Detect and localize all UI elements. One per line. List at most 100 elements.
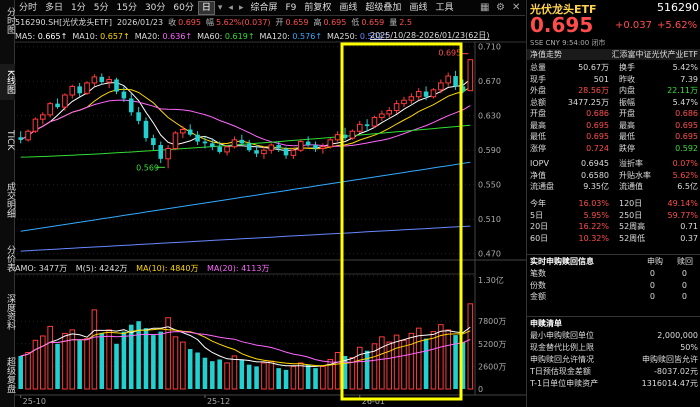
close-value: 0.695 (178, 18, 201, 27)
stat-label: 内盘 (619, 86, 635, 95)
forward-adjust-button[interactable]: 前复权 (304, 2, 332, 13)
volume-bar (276, 368, 281, 389)
high-label: 高 (313, 18, 322, 27)
candle-body (349, 130, 356, 139)
volume-bar (254, 366, 259, 389)
stat-value: 50.67万 (578, 63, 609, 72)
sub-redeem-row: 金额 0 0 (527, 291, 700, 303)
stat2-value: 5.62% (672, 170, 698, 180)
candle-body (430, 89, 437, 98)
gear-icon[interactable]: ⚙ (496, 2, 505, 13)
sub-redeem-cell: 0 (649, 280, 655, 290)
candle-body (254, 150, 259, 154)
candle-body (128, 98, 134, 113)
volume-bar (430, 331, 437, 390)
period-day[interactable]: 日 (197, 0, 215, 15)
stat-label: 最低 (619, 132, 635, 141)
fund-header[interactable]: 净值走势 汇添富中证光伏产业ETF (527, 49, 700, 60)
stat2-label: 流通盘 (530, 182, 554, 191)
candle-body (467, 59, 474, 92)
stat2-label: 净值 (530, 170, 546, 180)
tab-intraday[interactable]: 分时图 (5, 6, 15, 34)
candle-body (180, 129, 186, 134)
amo-value: 3477万 (38, 264, 68, 273)
date-tick-label: 25-12 (207, 397, 230, 406)
tab-kline[interactable]: K线图 (0, 64, 15, 100)
volume-bar (239, 359, 245, 389)
volume-bar (77, 340, 82, 389)
period-1min[interactable]: 1分 (71, 2, 86, 13)
candle-body (136, 112, 141, 121)
price-tick-label: 0.470 (478, 250, 501, 259)
candle-body (371, 116, 378, 127)
tab-trade-detail[interactable]: 成交明细 (5, 182, 15, 218)
candle-body (283, 148, 289, 156)
period-30min[interactable]: 30分 (144, 2, 166, 13)
period-15min[interactable]: 15分 (116, 2, 137, 13)
redeem-list-label: 最小申购赎回单位 (530, 331, 594, 340)
sub-redeem-cell: 份数 (530, 280, 546, 290)
super-overlay-button[interactable]: 超级叠加 (365, 2, 402, 13)
ma60-line (20, 124, 471, 158)
vol-tick-label: 0 (478, 385, 483, 394)
candle-body (415, 91, 422, 98)
tab-tick[interactable]: TICK (5, 129, 15, 151)
ma-legend-ma250: MA250: 0.502↑ (327, 31, 390, 41)
date-range[interactable]: 2025/10/28-2026/01/23(62日) (370, 31, 490, 40)
volume-bar (371, 343, 378, 390)
candle-body (151, 138, 156, 146)
candle-body (320, 146, 326, 149)
period-5min[interactable]: 5分 (93, 2, 109, 13)
grid-icon[interactable]: ▦ (480, 2, 490, 13)
stat-label: 最高 (530, 120, 546, 130)
volume-bar (84, 338, 90, 390)
quote-side-panel: 光伏龙头ETF 516290 0.695 +0.037 +5.62% SSE C… (526, 0, 700, 407)
draw-line-button[interactable]: 画线 (339, 2, 358, 13)
stat-label: 涨停 (530, 143, 546, 153)
candle-body (165, 147, 171, 160)
chevron-down-icon[interactable]: ▾ (217, 2, 223, 13)
sub-redeem-row: 份数 0 0 (527, 280, 700, 292)
tab-super-review[interactable]: 超级复盘 (5, 357, 15, 393)
period-60min[interactable]: 60分 (173, 2, 194, 13)
amo-label: AMO (15, 264, 34, 273)
kline-chart[interactable]: 0.710 0.670 0.630 0.590 0.550 0.510 0.470 1.30亿… (0, 0, 526, 407)
arrow-left-icon[interactable]: ◂ (228, 2, 233, 13)
volume-bar (158, 331, 164, 389)
sub-col-header: 申购 (647, 257, 663, 266)
vol-tick-label: 5200万 (478, 340, 506, 349)
candle-body (342, 134, 348, 139)
composite-screen-button[interactable]: 综合屏 (250, 2, 278, 13)
tab-price-table[interactable]: 分价表 (5, 244, 15, 272)
arrow-right-icon[interactable]: ▸ (238, 2, 244, 13)
period-multiday[interactable]: 多日 (45, 2, 64, 13)
stat-value: 7.39 (680, 74, 698, 84)
sub-redeem-cell: 笔数 (530, 269, 546, 278)
volume-bar (408, 332, 415, 390)
stat-row: 最高 0.695 最高 0.695 (527, 120, 700, 132)
market-status: SSE CNY 9:54:00 闭市 (530, 39, 606, 47)
draw-line-button-2[interactable]: 画线 (409, 2, 428, 13)
candle-body (40, 114, 46, 120)
close-icon[interactable]: ✕ (512, 2, 521, 13)
stat-row: 总额 3477.25万 振幅 5.47% (527, 97, 700, 109)
volume-bar (47, 325, 53, 390)
redeem-list-label: T日预估现金差额 (530, 367, 591, 376)
tools-button[interactable]: 工具 (435, 2, 454, 13)
volume-bar (69, 329, 76, 390)
candle-body (297, 141, 304, 151)
candle-body (276, 145, 281, 149)
stat-label: 振幅 (619, 97, 635, 107)
candle-body (121, 91, 127, 99)
candle-body (438, 82, 444, 91)
period-intraday[interactable]: 分时 (19, 2, 38, 13)
tab-deep-data[interactable]: 深度资料 (5, 294, 15, 330)
candle-body (143, 120, 149, 139)
stat2-label: 升贴水率 (619, 170, 651, 180)
m5-label: M(5) (75, 264, 94, 273)
stat-label: 跌停 (619, 143, 635, 153)
f9-button[interactable]: F9 (285, 2, 297, 13)
open-label: 开 (275, 18, 284, 27)
candle-body (246, 143, 252, 151)
